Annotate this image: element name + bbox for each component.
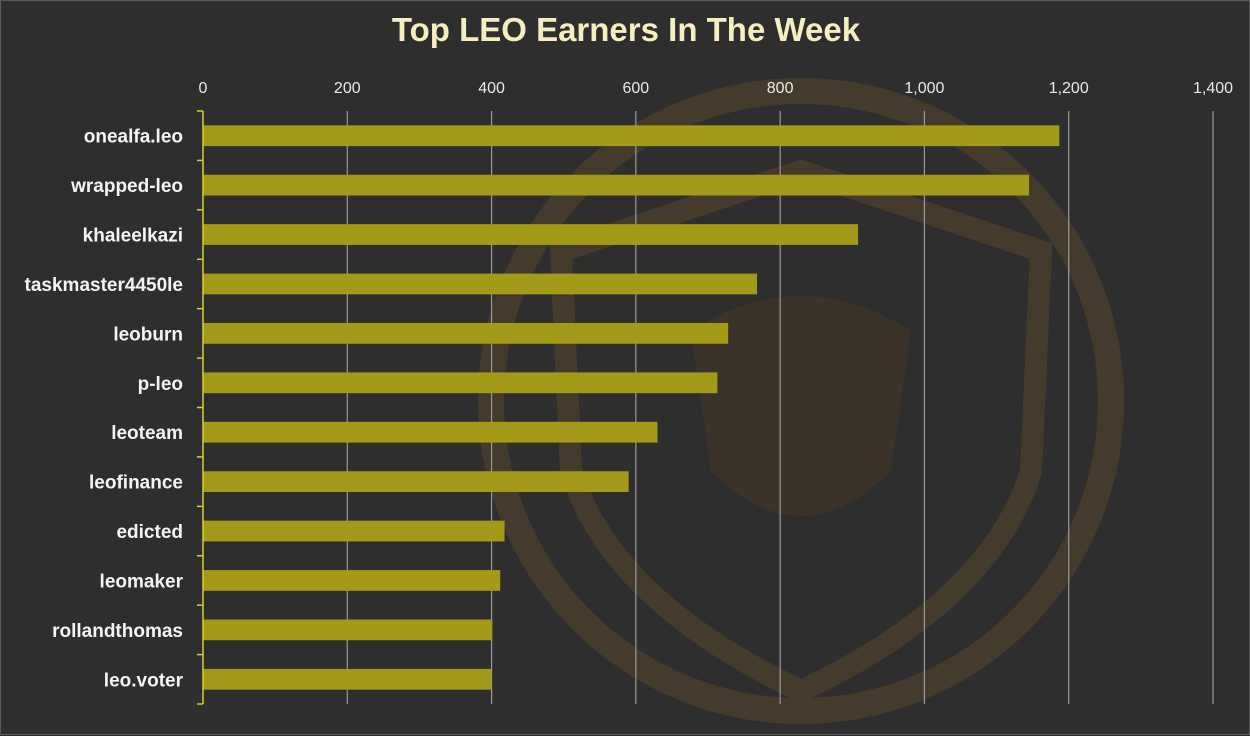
value-axis-ticks: 0 200 400 600 800 1,000 1,200 1,400 (199, 80, 1234, 97)
bar (203, 421, 658, 443)
x-tick-label: 0 (199, 80, 208, 97)
bar (203, 125, 1060, 147)
category-label: wrapped-leo (70, 176, 183, 197)
x-tick-label: 600 (623, 80, 650, 97)
bar (203, 471, 629, 493)
bar (203, 619, 493, 641)
bar (203, 668, 492, 690)
bar (203, 322, 729, 344)
bar (203, 224, 859, 245)
category-label: onealfa.leo (84, 127, 183, 148)
bar (203, 273, 758, 295)
x-tick-label: 400 (478, 80, 505, 97)
bar (203, 570, 501, 591)
category-label: p-leo (138, 374, 183, 395)
category-label: edicted (116, 522, 183, 543)
x-tick-label: 200 (334, 80, 361, 97)
category-label: taskmaster4450le (25, 275, 183, 296)
x-tick-label: 800 (767, 80, 794, 97)
chart-title: Top LEO Earners In The Week (391, 11, 861, 48)
x-tick-label: 1,400 (1193, 80, 1233, 97)
category-label: khaleelkazi (83, 226, 183, 247)
bars (203, 125, 1060, 690)
category-label: leoburn (113, 324, 183, 345)
bar (203, 372, 718, 394)
x-tick-label: 1,000 (904, 80, 944, 97)
category-label: rollandthomas (52, 621, 183, 642)
gridlines (346, 111, 1214, 704)
category-label: leofinance (89, 473, 183, 494)
category-label: leomaker (100, 571, 184, 592)
bar (203, 520, 505, 542)
category-label: leoteam (111, 423, 183, 444)
category-axis (197, 110, 204, 705)
category-label: leo.voter (104, 670, 184, 691)
x-tick-label: 1,200 (1049, 80, 1089, 97)
category-labels: onealfa.leo wrapped-leo khaleelkazi taskmas… (25, 127, 184, 692)
bar (203, 174, 1030, 196)
